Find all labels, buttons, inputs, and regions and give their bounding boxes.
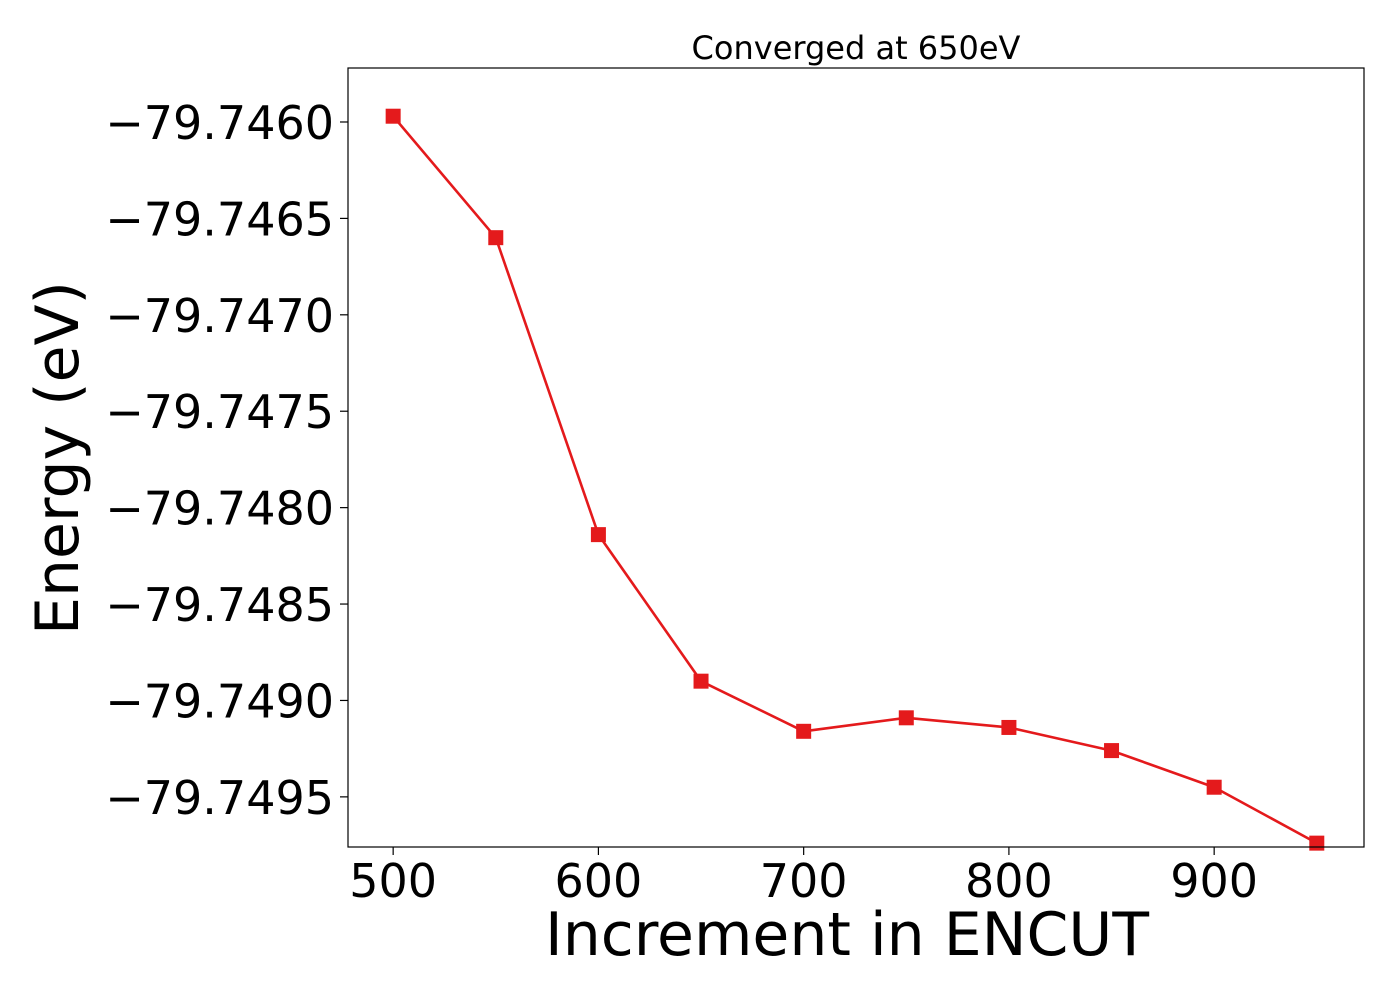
- plot-area: 500 600 700 800 900 −79.7460 −79.7465 −79.7470 −…: [105, 96, 1325, 908]
- x-tick-label: 900: [1170, 854, 1258, 908]
- y-tick-label: −79.7490: [105, 674, 334, 728]
- data-point-marker: [898, 710, 914, 726]
- data-point-marker: [693, 673, 709, 689]
- x-tick-label: 800: [965, 854, 1053, 908]
- x-axis-label: Increment in ENCUT: [545, 900, 1149, 970]
- y-tick-label: −79.7460: [105, 96, 334, 150]
- y-tick-label: −79.7475: [105, 385, 334, 439]
- data-point-marker: [796, 723, 812, 739]
- data-point-marker: [1001, 719, 1017, 735]
- data-point-marker: [1104, 743, 1120, 759]
- y-axis-label: Energy (eV): [23, 281, 93, 635]
- x-tick-label: 600: [555, 854, 643, 908]
- y-tick-label: −79.7480: [105, 482, 334, 536]
- data-point-marker: [590, 527, 606, 543]
- y-tick-label: −79.7465: [105, 192, 334, 246]
- y-tick-label: −79.7485: [105, 578, 334, 632]
- chart-title: Converged at 650eV: [692, 29, 1021, 67]
- y-tick-label: −79.7495: [105, 771, 334, 825]
- data-point-marker: [488, 230, 504, 246]
- data-point-marker: [1206, 779, 1222, 795]
- y-tick-label: −79.7470: [105, 289, 334, 343]
- data-point-marker: [1309, 835, 1325, 851]
- x-tick-label: 500: [349, 854, 437, 908]
- plot-frame: [347, 67, 1365, 848]
- x-tick-label: 700: [760, 854, 848, 908]
- series-line: [392, 115, 1318, 845]
- data-point-marker: [385, 108, 401, 124]
